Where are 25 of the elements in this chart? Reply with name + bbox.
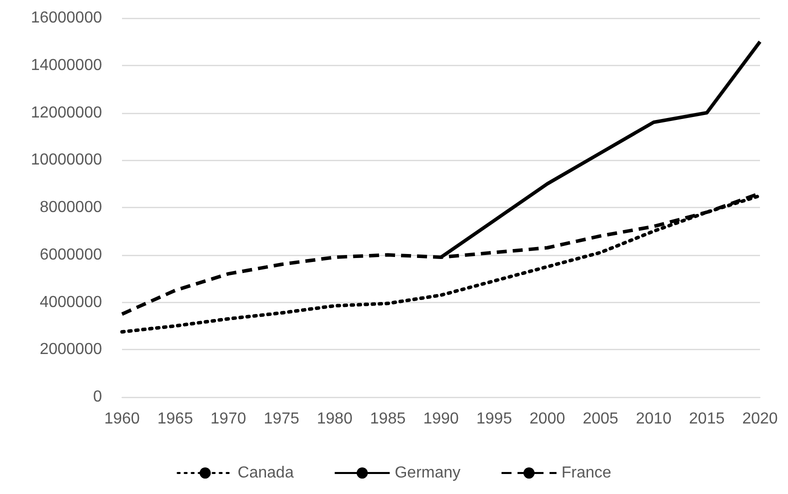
y-tick-label: 4000000 xyxy=(40,294,102,311)
x-tick-label: 1965 xyxy=(157,410,194,428)
x-tick-label: 1985 xyxy=(370,410,406,428)
y-tick-label: 16000000 xyxy=(30,10,102,26)
y-tick-label: 6000000 xyxy=(40,246,102,264)
x-tick-label: 2020 xyxy=(742,410,778,428)
x-tick-label: 1980 xyxy=(316,410,353,428)
y-tick-label: 2000000 xyxy=(40,341,102,358)
x-tick-label: 2010 xyxy=(636,410,672,428)
x-tick-label: 1975 xyxy=(264,410,300,428)
x-tick-label: 1960 xyxy=(104,410,140,428)
legend-label: Canada xyxy=(238,464,294,482)
y-tick-label: 10000000 xyxy=(30,152,102,169)
x-tick-label: 2015 xyxy=(689,410,725,428)
y-tick-label: 12000000 xyxy=(30,104,102,122)
x-tick-label: 2005 xyxy=(582,410,618,428)
y-tick-label: 8000000 xyxy=(40,199,102,216)
x-tick-label: 1990 xyxy=(423,410,459,428)
y-tick-label: 14000000 xyxy=(30,56,102,74)
x-tick-label: 1970 xyxy=(210,410,246,428)
y-tick-label: 0 xyxy=(93,388,102,406)
legend-label: France xyxy=(562,464,612,482)
x-tick-label: 2000 xyxy=(530,410,566,428)
x-tick-label: 1995 xyxy=(476,410,512,428)
legend-label: Germany xyxy=(394,464,461,482)
